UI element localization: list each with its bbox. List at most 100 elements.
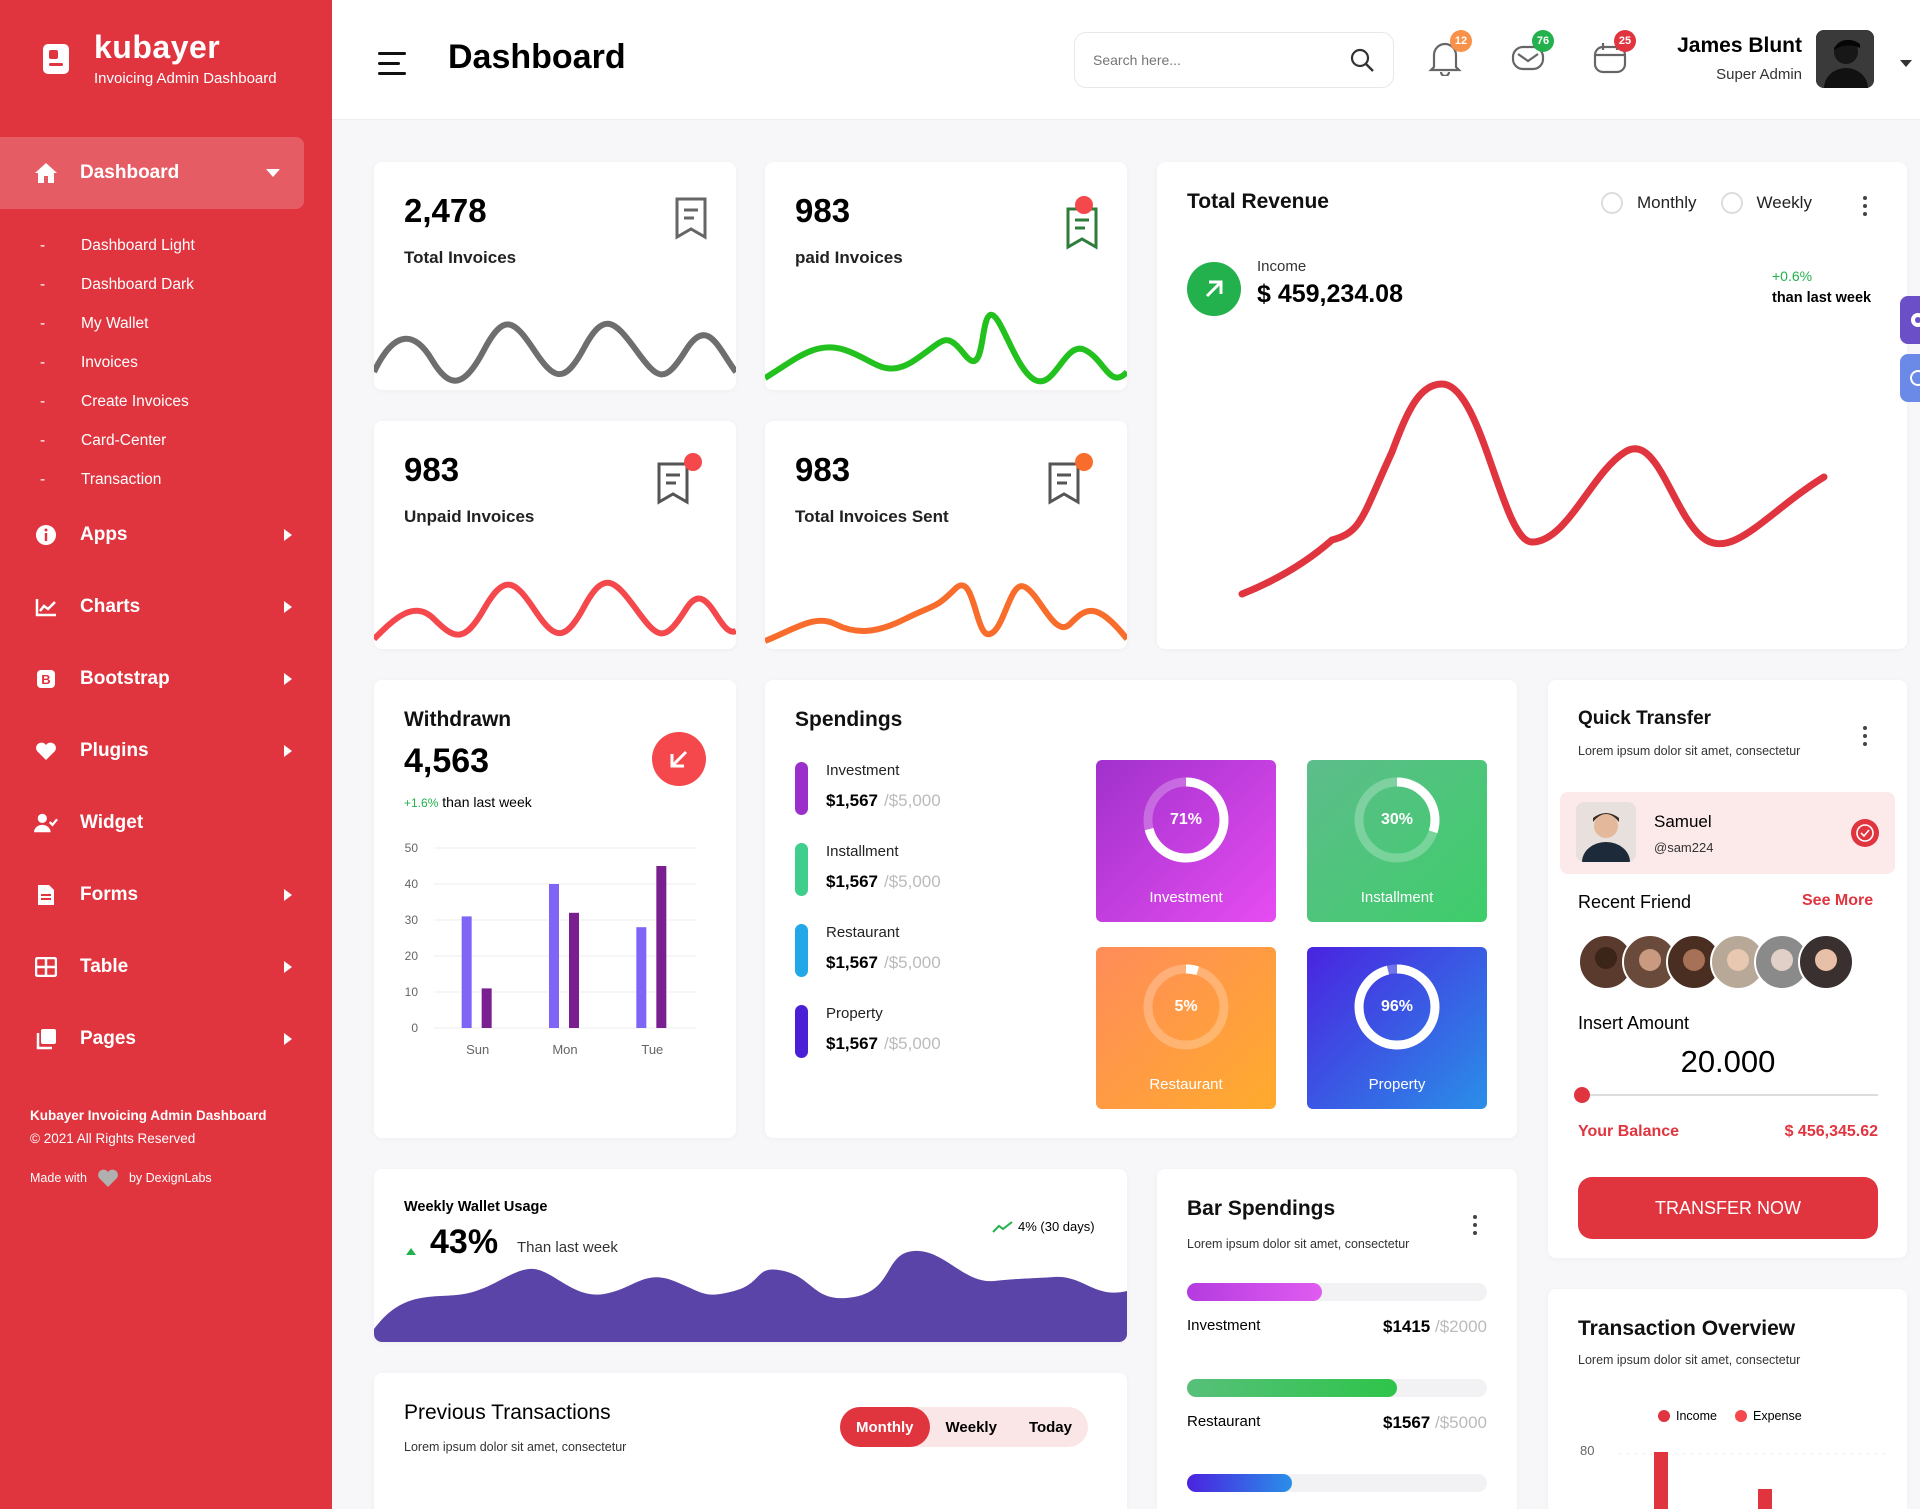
y-tick-label: 30 [405,913,419,927]
amount-slider[interactable] [1574,1087,1878,1103]
messages-badge: 76 [1532,30,1554,52]
quick-transfer-card: Quick Transfer Lorem ipsum dolor sit ame… [1548,680,1907,1258]
pages-icon [36,1029,56,1050]
calendar-button[interactable]: 25 [1592,30,1636,80]
friend-avatar[interactable] [1710,934,1766,990]
card-title: Spendings [795,708,903,731]
y-tick-label: 20 [405,949,419,963]
radio-weekly[interactable]: Weekly [1720,192,1812,214]
card-subtitle: Lorem ipsum dolor sit amet, consectetur [1578,744,1801,758]
see-more-link[interactable]: See More [1802,892,1874,909]
more-options-icon[interactable] [1863,726,1869,750]
legend-income: Income [1658,1409,1717,1423]
submenu-item-create-invoices[interactable]: - Create Invoices [40,392,189,410]
spending-tile-investment[interactable]: 71% Investment [1096,760,1276,922]
card-title: Transaction Overview [1578,1317,1796,1340]
submenu-item-transaction[interactable]: - Transaction [40,470,162,488]
spending-bar [795,1005,808,1058]
user-menu[interactable]: James Blunt Super Admin [1677,34,1802,83]
search-icon[interactable] [1349,47,1375,73]
sparkline-chart [765,312,1127,385]
receipt-icon [1048,462,1080,505]
insert-amount-label: Insert Amount [1578,1013,1690,1033]
chevron-right-icon [284,601,292,613]
balance-label: Your Balance [1578,1123,1680,1140]
chevron-down-icon[interactable] [1900,60,1912,67]
friend-avatar[interactable] [1578,934,1634,990]
tab-monthly[interactable]: Monthly [840,1407,930,1447]
card-title: Bar Spendings [1187,1197,1336,1220]
progress-ring [1354,777,1440,863]
friend-avatar[interactable] [1798,934,1854,990]
theme-float-tab[interactable] [1900,354,1920,402]
recent-friends-list [1578,934,1878,990]
submenu-item-my-wallet[interactable]: - My Wallet [40,314,149,332]
selected-contact[interactable]: Samuel @sam224 [1560,792,1895,874]
settings-float-tab[interactable] [1900,296,1920,344]
mail-icon [1511,45,1545,71]
tab-weekly[interactable]: Weekly [945,1418,997,1436]
search-input[interactable] [1093,52,1349,68]
menu-toggle-icon[interactable] [378,52,406,82]
brand-tagline: Invoicing Admin Dashboard [94,70,277,87]
wallet-note: Than last week [517,1239,618,1256]
sidebar-item-table[interactable]: Table [34,942,292,992]
revenue-change: +0.6% [1772,268,1813,284]
wallet-value: 43% [430,1223,499,1261]
x-tick-label: Sun [466,1042,489,1057]
receipt-icon [675,197,707,240]
status-dot [1075,453,1093,471]
stat-value: 983 [795,451,851,488]
stat-card-unpaid-invoices: 983 Unpaid Invoices [374,421,736,649]
sidebar-item-forms[interactable]: Forms [34,870,292,920]
submenu-item-dashboard-dark[interactable]: - Dashboard Dark [40,275,194,293]
chevron-right-icon [284,745,292,757]
spendings-card: Spendings Investment $1,567/$5,000 Instal… [765,680,1517,1138]
card-title: Withdrawn [404,708,512,731]
submenu-item-invoices[interactable]: - Invoices [40,353,138,371]
sidebar-item-charts[interactable]: Charts [34,582,292,632]
ring-progress [1354,777,1440,863]
chart-bar [549,884,559,1028]
footer-credit: Made with by DexignLabs [30,1168,267,1188]
bar-fill [1187,1379,1397,1397]
spending-tile-restaurant[interactable]: 5% Restaurant [1096,947,1276,1109]
bar-fill [1187,1474,1292,1492]
stat-card-total-invoices-sent: 983 Total Invoices Sent [765,421,1127,649]
tab-today[interactable]: Today [1028,1418,1072,1436]
slider-handle[interactable] [1574,1087,1590,1103]
spending-tile-property[interactable]: 96% Property [1307,947,1487,1109]
bar-spendings-card: Bar Spendings Lorem ipsum dolor sit amet… [1157,1169,1517,1509]
chart-bar [481,988,492,1028]
income-up-icon [1187,262,1241,316]
chart-bar [569,912,579,1028]
brand-logo[interactable]: kubayer Invoicing Admin Dashboard [40,28,277,87]
transfer-now-button[interactable]: TRANSFER NOW [1578,1177,1878,1239]
submenu-item-dashboard-light[interactable]: - Dashboard Light [40,236,195,254]
revenue-change-note: than last week [1772,290,1872,306]
friend-avatar[interactable] [1666,934,1722,990]
sidebar-item-plugins[interactable]: Plugins [34,726,292,776]
sidebar-item-bootstrap[interactable]: B Bootstrap [34,654,292,704]
more-options-icon[interactable] [1863,196,1869,220]
submenu-item-card-center[interactable]: - Card-Center [40,431,167,449]
period-options: Monthly Weekly [1577,192,1812,214]
spending-tile-installment[interactable]: 30% Installment [1307,760,1487,922]
notifications-button[interactable]: 12 [1428,30,1472,80]
radio-monthly[interactable]: Monthly [1601,192,1697,214]
wallet-area-chart [374,1250,1127,1342]
sidebar-item-widget[interactable]: Widget [34,798,292,848]
more-options-icon[interactable] [1473,1215,1479,1239]
footer-copyright: © 2021 All Rights Reserved [30,1131,196,1146]
progress-ring [1354,964,1440,1050]
sidebar-item-dashboard[interactable]: Dashboard [0,137,304,209]
messages-button[interactable]: 76 [1510,30,1554,80]
receipt-icon [657,462,689,505]
sparkline-chart [765,582,1127,644]
sidebar-item-apps[interactable]: Apps [34,510,292,560]
stat-label: Total Invoices [404,248,517,267]
stat-value: 2,478 [404,192,487,229]
user-check-icon [34,813,58,833]
sidebar-item-pages[interactable]: Pages [34,1014,292,1064]
avatar[interactable] [1816,30,1874,88]
